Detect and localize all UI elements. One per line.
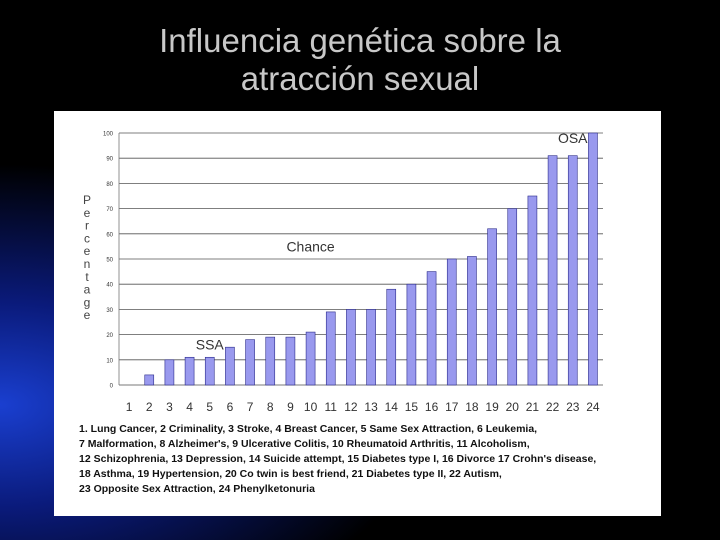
bar: [547, 155, 558, 386]
x-tick-label: 16: [425, 400, 439, 414]
bar: [325, 311, 336, 386]
bar: [386, 288, 397, 386]
legend-line: 12 Schizophrenia, 13 Depression, 14 Suic…: [79, 453, 597, 465]
y-tick-label: 100: [103, 132, 114, 138]
bar: [527, 195, 538, 386]
bar: [366, 309, 376, 386]
bar: [225, 346, 235, 386]
x-tick-label: 18: [465, 400, 479, 414]
bar: [487, 228, 497, 386]
bar: [426, 271, 437, 386]
x-tick-label: 9: [287, 400, 294, 414]
x-tick-label: 6: [227, 400, 234, 414]
slide-title: Influencia genética sobre la atracción s…: [0, 22, 720, 98]
x-tick-label: 20: [506, 400, 520, 414]
y-axis-label-letter: P: [83, 193, 91, 207]
x-tick-label: 17: [445, 400, 459, 414]
y-tick-label: 30: [106, 308, 113, 314]
y-axis-label-letter: c: [84, 231, 90, 245]
chart-annotation: OSA: [558, 130, 588, 146]
bar: [204, 356, 215, 386]
y-axis-label-letter: e: [84, 206, 91, 220]
x-tick-label: 10: [304, 400, 318, 414]
bar: [346, 309, 356, 386]
y-axis-label-letter: n: [84, 257, 91, 271]
bar: [507, 208, 518, 386]
x-tick-label: 13: [364, 400, 378, 414]
y-axis-label-letter: e: [84, 244, 91, 258]
bar: [305, 331, 316, 386]
y-tick-label: 20: [106, 333, 113, 339]
x-tick-label: 11: [325, 400, 338, 414]
bar: [588, 132, 598, 386]
x-tick-label: 5: [206, 400, 213, 414]
bar: [406, 283, 417, 386]
bar: [245, 339, 255, 386]
x-tick-label: 4: [186, 400, 193, 414]
x-tick-label: 2: [146, 400, 153, 414]
slide-title-line-2: atracción sexual: [240, 60, 480, 97]
x-tick-label: 23: [566, 400, 580, 414]
y-tick-label: 40: [106, 283, 113, 289]
x-tick-label: 3: [166, 400, 173, 414]
bar: [184, 356, 195, 386]
chart-annotation: Chance: [286, 238, 334, 254]
legend-line: 7 Malformation, 8 Alzheimer's, 9 Ulcerat…: [79, 438, 530, 450]
bar: [144, 374, 155, 386]
bar: [567, 155, 578, 386]
x-tick-label: 19: [485, 400, 499, 414]
x-tick-label: 22: [546, 400, 560, 414]
bar: [467, 256, 477, 386]
x-tick-label: 15: [405, 400, 419, 414]
legend-line: 1. Lung Cancer, 2 Criminality, 3 Stroke,…: [79, 423, 538, 435]
chart-annotation: SSA: [196, 337, 225, 353]
y-tick-label: 90: [106, 157, 113, 163]
x-tick-label: 12: [344, 400, 358, 414]
x-tick-label: 21: [526, 400, 540, 414]
x-tick-label: 1: [126, 400, 133, 414]
y-axis-label-letter: g: [84, 295, 91, 309]
slide-title-line-1: Influencia genética sobre la: [159, 22, 561, 59]
y-tick-label: 80: [106, 182, 113, 188]
y-axis-label-letter: t: [85, 270, 89, 284]
bar: [164, 359, 175, 386]
bar: [285, 336, 296, 386]
y-axis-label-letter: e: [84, 308, 91, 322]
y-axis-label-letter: r: [85, 219, 89, 233]
bar: [265, 336, 276, 386]
legend-line: 23 Opposite Sex Attraction, 24 Phenylket…: [79, 483, 315, 495]
x-tick-label: 14: [385, 400, 399, 414]
y-tick-label: 0: [110, 384, 114, 390]
bar: [446, 258, 457, 386]
y-tick-label: 50: [106, 258, 113, 264]
y-axis-label-letter: a: [84, 283, 91, 297]
legend-line: 18 Asthma, 19 Hypertension, 20 Co twin i…: [79, 468, 502, 480]
y-tick-label: 70: [106, 207, 113, 213]
x-tick-label: 24: [586, 400, 600, 414]
y-tick-label: 10: [106, 358, 113, 364]
x-tick-label: 8: [267, 400, 274, 414]
x-tick-label: 7: [247, 400, 254, 414]
y-tick-label: 60: [106, 232, 113, 238]
chart-legend: 1. Lung Cancer, 2 Criminality, 3 Stroke,…: [79, 422, 654, 497]
